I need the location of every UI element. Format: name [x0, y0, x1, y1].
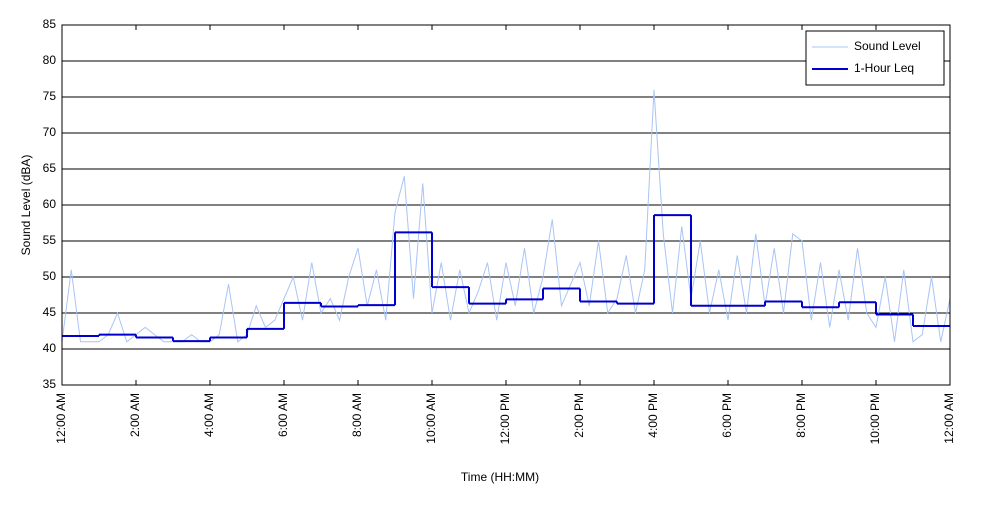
y-tick-label: 35 — [43, 377, 57, 391]
x-tick-label: 10:00 PM — [868, 393, 882, 444]
y-tick-label: 80 — [43, 53, 57, 67]
legend-label: 1-Hour Leq — [854, 61, 914, 75]
legend-box — [805, 30, 945, 86]
x-tick-label: 8:00 PM — [794, 393, 808, 438]
x-tick-label: 12:00 AM — [54, 393, 68, 444]
y-tick-label: 85 — [43, 17, 57, 31]
x-tick-label: 12:00 PM — [498, 393, 512, 444]
y-axis-label: Sound Level (dBA) — [19, 155, 33, 256]
x-tick-label: 6:00 PM — [720, 393, 734, 438]
x-axis-label: Time (HH:MM) — [461, 470, 539, 484]
y-tick-label: 45 — [43, 305, 57, 319]
x-tick-label: 6:00 AM — [276, 393, 290, 437]
y-tick-label: 55 — [43, 233, 57, 247]
legend-label: Sound Level — [854, 39, 921, 53]
y-tick-label: 60 — [43, 197, 57, 211]
x-tick-label: 10:00 AM — [424, 393, 438, 444]
x-tick-label: 8:00 AM — [350, 393, 364, 437]
x-tick-label: 4:00 AM — [202, 393, 216, 437]
y-tick-label: 75 — [43, 89, 57, 103]
plot-border — [61, 24, 951, 386]
x-tick-label: 2:00 AM — [128, 393, 142, 437]
x-tick-label: 4:00 PM — [646, 393, 660, 438]
x-tick-label: 2:00 PM — [572, 393, 586, 438]
x-tick-label: 12:00 AM — [942, 393, 956, 444]
y-tick-label: 70 — [43, 125, 57, 139]
y-tick-label: 65 — [43, 161, 57, 175]
y-tick-label: 50 — [43, 269, 57, 283]
y-tick-label: 40 — [43, 341, 57, 355]
